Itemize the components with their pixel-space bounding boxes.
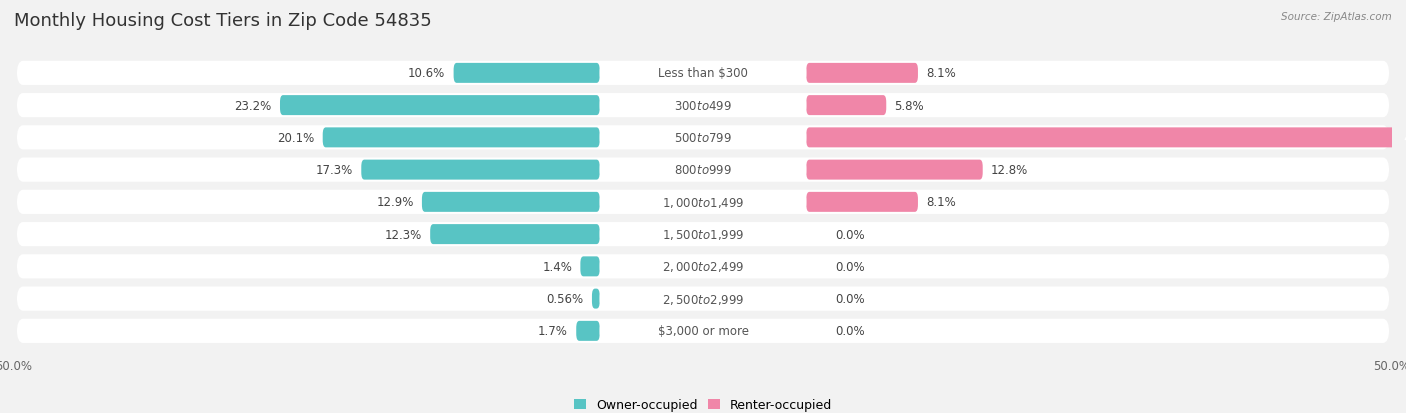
FancyBboxPatch shape [454,64,599,84]
FancyBboxPatch shape [807,192,918,212]
Text: 12.3%: 12.3% [385,228,422,241]
Text: 0.0%: 0.0% [835,292,865,305]
FancyBboxPatch shape [17,126,1389,150]
FancyBboxPatch shape [576,321,599,341]
Text: Source: ZipAtlas.com: Source: ZipAtlas.com [1281,12,1392,22]
FancyBboxPatch shape [599,128,807,148]
Text: 0.0%: 0.0% [835,228,865,241]
FancyBboxPatch shape [599,289,807,309]
FancyBboxPatch shape [17,255,1389,279]
FancyBboxPatch shape [430,225,599,244]
Text: $2,500 to $2,999: $2,500 to $2,999 [662,292,744,306]
FancyBboxPatch shape [599,64,807,84]
Text: 8.1%: 8.1% [927,196,956,209]
Text: 17.3%: 17.3% [316,164,353,177]
FancyBboxPatch shape [323,128,599,148]
FancyBboxPatch shape [17,190,1389,214]
Legend: Owner-occupied, Renter-occupied: Owner-occupied, Renter-occupied [568,393,838,413]
FancyBboxPatch shape [807,64,918,84]
Text: $500 to $799: $500 to $799 [673,132,733,145]
Text: $2,000 to $2,499: $2,000 to $2,499 [662,260,744,274]
Text: 1.4%: 1.4% [543,260,572,273]
FancyBboxPatch shape [599,96,807,116]
Text: Monthly Housing Cost Tiers in Zip Code 54835: Monthly Housing Cost Tiers in Zip Code 5… [14,12,432,30]
Text: 23.2%: 23.2% [235,100,271,112]
Text: $1,500 to $1,999: $1,500 to $1,999 [662,228,744,242]
Text: 10.6%: 10.6% [408,67,446,80]
FancyBboxPatch shape [17,287,1389,311]
Text: 46.5%: 46.5% [1403,132,1406,145]
FancyBboxPatch shape [17,223,1389,247]
FancyBboxPatch shape [592,289,599,309]
FancyBboxPatch shape [581,257,599,277]
Text: 0.56%: 0.56% [547,292,583,305]
Text: 12.8%: 12.8% [991,164,1028,177]
FancyBboxPatch shape [599,160,807,180]
Text: $1,000 to $1,499: $1,000 to $1,499 [662,195,744,209]
Text: 1.7%: 1.7% [538,325,568,337]
FancyBboxPatch shape [280,96,599,116]
FancyBboxPatch shape [807,128,1406,148]
Text: 20.1%: 20.1% [277,132,315,145]
FancyBboxPatch shape [17,94,1389,118]
FancyBboxPatch shape [422,192,599,212]
Text: 0.0%: 0.0% [835,260,865,273]
Text: 5.8%: 5.8% [894,100,924,112]
Text: $3,000 or more: $3,000 or more [658,325,748,337]
Text: 8.1%: 8.1% [927,67,956,80]
FancyBboxPatch shape [17,319,1389,343]
FancyBboxPatch shape [599,192,807,212]
FancyBboxPatch shape [599,257,807,277]
FancyBboxPatch shape [599,321,807,341]
Text: Less than $300: Less than $300 [658,67,748,80]
Text: 0.0%: 0.0% [835,325,865,337]
FancyBboxPatch shape [17,62,1389,86]
FancyBboxPatch shape [807,96,886,116]
Text: $300 to $499: $300 to $499 [673,100,733,112]
FancyBboxPatch shape [361,160,599,180]
FancyBboxPatch shape [807,160,983,180]
FancyBboxPatch shape [17,158,1389,182]
FancyBboxPatch shape [599,225,807,244]
Text: $800 to $999: $800 to $999 [673,164,733,177]
Text: 12.9%: 12.9% [377,196,413,209]
